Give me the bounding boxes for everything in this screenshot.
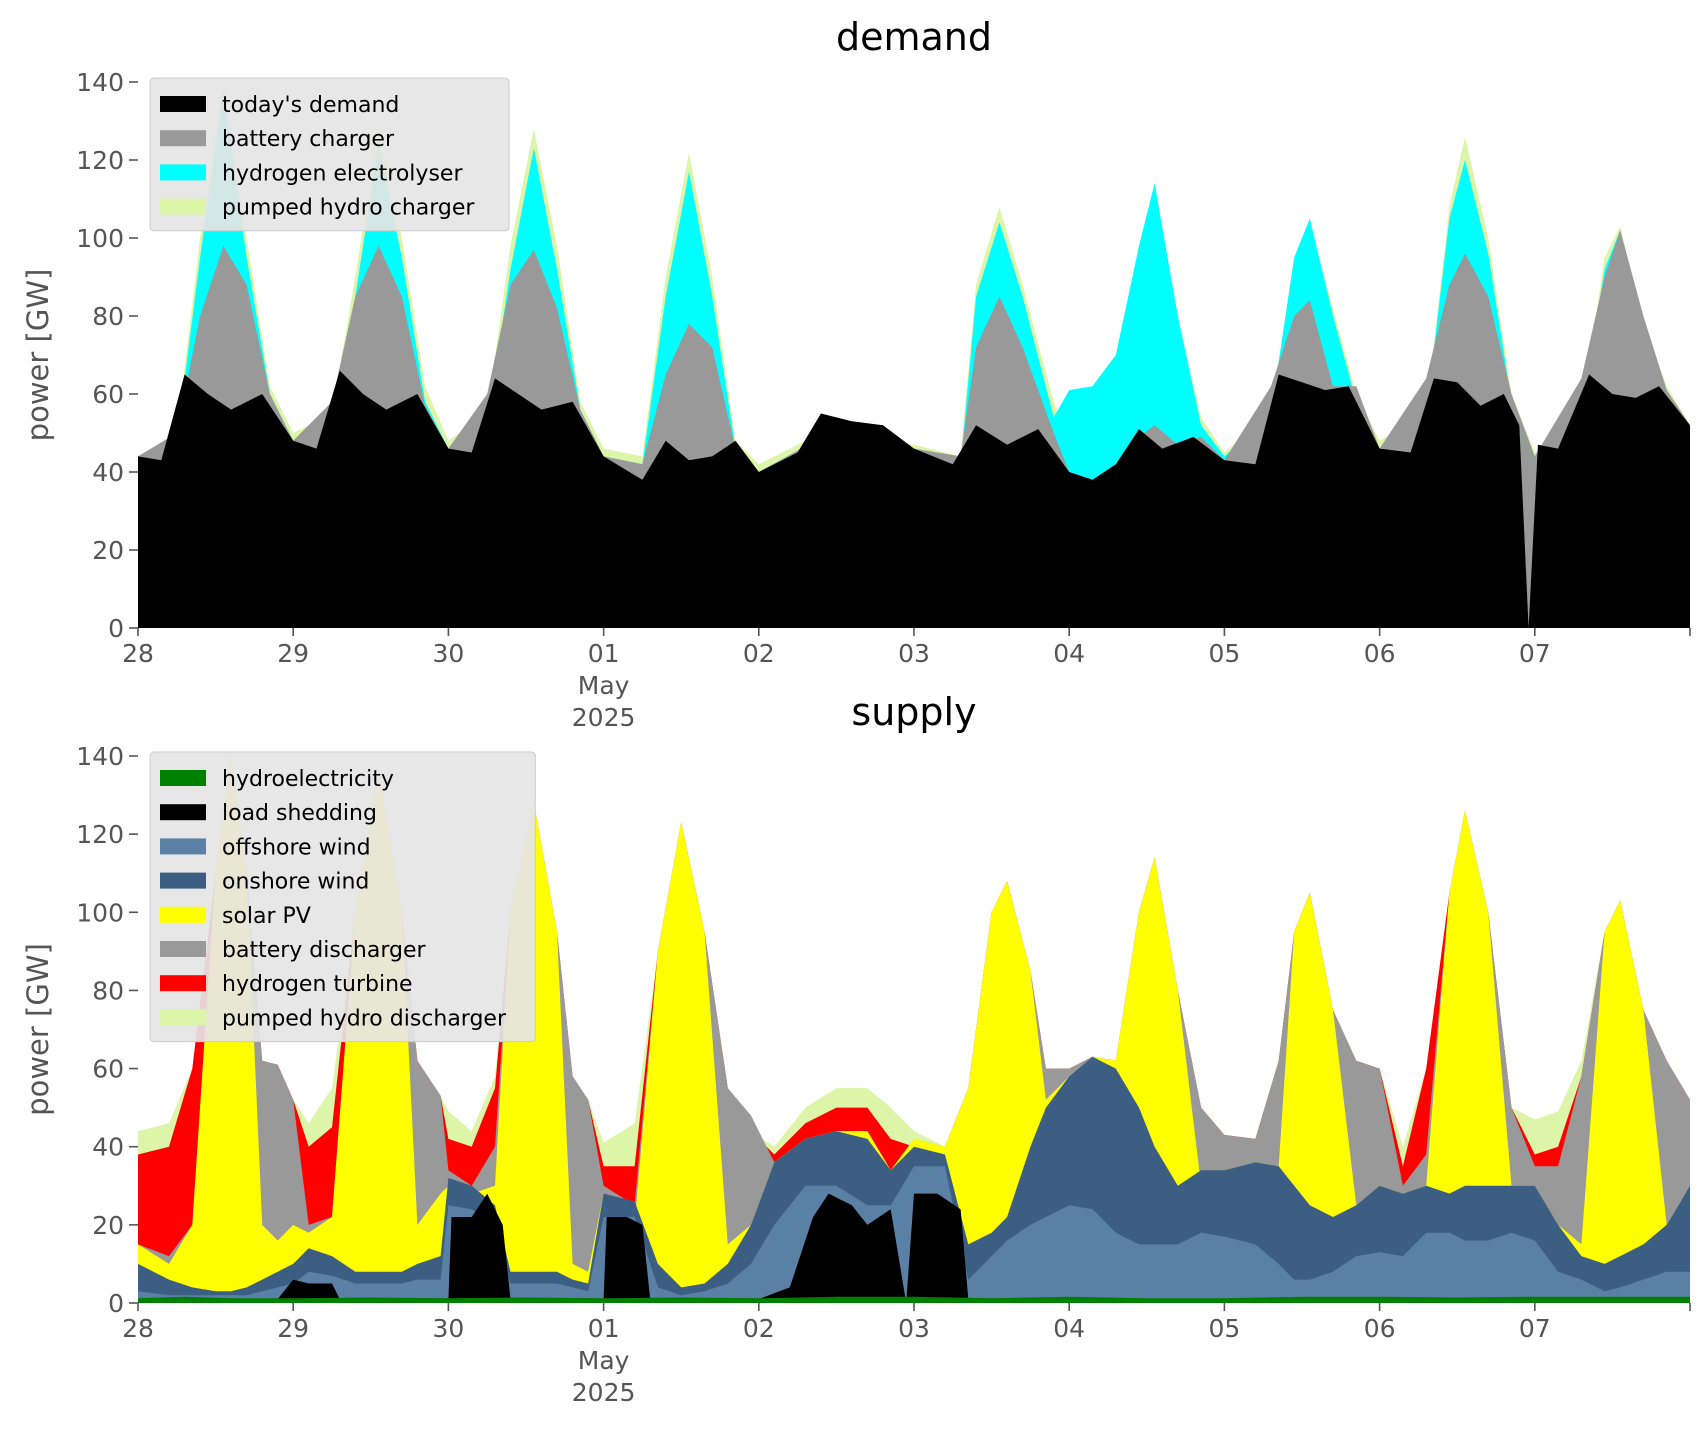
legend [149, 751, 536, 1043]
series-area-7 [138, 1296, 1690, 1303]
legend-swatch [160, 198, 206, 215]
x-tick-label: 01 [588, 1314, 620, 1343]
x-tick-label: 30 [432, 639, 464, 668]
legend-swatch [160, 838, 206, 855]
x-tick-label: 01 [588, 639, 620, 668]
x-tick-label: 02 [743, 639, 775, 668]
x-year-label: 2025 [572, 703, 636, 732]
legend [149, 77, 510, 232]
legend-label: solar PV [222, 904, 311, 929]
y-tick-label: 60 [92, 380, 124, 409]
x-month-label: May [578, 1346, 630, 1375]
x-tick-label: 28 [122, 639, 154, 668]
y-tick-label: 60 [92, 1055, 124, 1084]
x-tick-label: 05 [1208, 1314, 1240, 1343]
legend-swatch [160, 770, 206, 786]
y-tick-label: 140 [76, 742, 124, 771]
legend-label: battery charger [222, 127, 395, 152]
x-tick-label: 29 [277, 639, 309, 668]
chart-title: supply [851, 690, 976, 734]
y-tick-label: 120 [76, 820, 124, 849]
x-tick-label: 06 [1364, 639, 1396, 668]
x-tick-label: 28 [122, 1314, 154, 1343]
x-tick-label: 05 [1208, 639, 1240, 668]
legend-swatch [160, 804, 206, 821]
series-area-6 [138, 1193, 1690, 1303]
legend-swatch [160, 975, 206, 992]
legend-label: pumped hydro discharger [222, 1006, 507, 1031]
legend-label: load shedding [222, 801, 377, 826]
y-axis-label: power [GW] [21, 943, 55, 1116]
y-tick-label: 100 [76, 224, 124, 253]
x-tick-label: 03 [898, 1314, 930, 1343]
y-tick-label: 80 [92, 302, 124, 331]
legend-swatch [160, 872, 206, 889]
y-tick-label: 40 [92, 1133, 124, 1162]
x-tick-label: 02 [743, 1314, 775, 1343]
legend-label: pumped hydro charger [222, 196, 475, 221]
y-tick-label: 140 [76, 68, 124, 97]
y-tick-label: 20 [92, 1211, 124, 1240]
series-area-3 [138, 370, 1690, 628]
y-tick-label: 20 [92, 536, 124, 565]
x-month-label: May [578, 671, 630, 700]
y-tick-label: 100 [76, 898, 124, 927]
legend-label: hydrogen electrolyser [222, 161, 463, 186]
legend-swatch [160, 906, 206, 923]
y-tick-label: 80 [92, 976, 124, 1005]
legend-label: hydrogen turbine [222, 972, 413, 997]
legend-swatch [160, 164, 206, 181]
x-year-label: 2025 [572, 1378, 636, 1407]
legend-swatch [160, 130, 206, 147]
y-tick-label: 0 [108, 614, 124, 643]
x-tick-label: 30 [432, 1314, 464, 1343]
x-tick-label: 29 [277, 1314, 309, 1343]
x-tick-label: 06 [1364, 1314, 1396, 1343]
legend-swatch [160, 96, 206, 112]
legend-swatch [160, 1009, 206, 1026]
x-tick-label: 03 [898, 639, 930, 668]
legend-label: hydroelectricity [222, 767, 394, 792]
legend-label: offshore wind [222, 835, 371, 860]
legend-label: onshore wind [222, 870, 369, 895]
chart-title: demand [836, 15, 992, 59]
y-tick-label: 120 [76, 146, 124, 175]
x-tick-label: 04 [1053, 639, 1085, 668]
y-tick-label: 0 [108, 1289, 124, 1318]
x-tick-label: 07 [1519, 639, 1551, 668]
y-tick-label: 40 [92, 458, 124, 487]
x-tick-label: 04 [1053, 1314, 1085, 1343]
x-tick-label: 07 [1519, 1314, 1551, 1343]
legend-swatch [160, 941, 206, 957]
legend-label: today's demand [222, 93, 399, 118]
y-axis-label: power [GW] [21, 269, 55, 442]
legend-label: battery discharger [222, 938, 427, 963]
